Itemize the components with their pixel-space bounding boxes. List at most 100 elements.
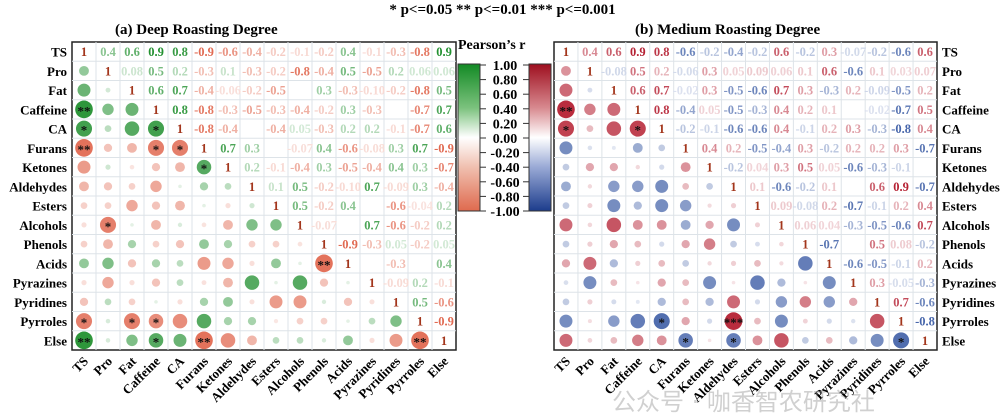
correlation-circle	[75, 120, 93, 137]
correlation-value: 0.2	[726, 141, 742, 155]
correlation-value: 0.3	[316, 161, 332, 175]
diagonal-value: 1	[587, 64, 593, 78]
correlation-value: 0.6	[436, 122, 452, 136]
correlation-value: -0.6	[891, 218, 911, 232]
correlation-value: -0.07	[840, 45, 866, 59]
correlation-circle	[706, 183, 713, 190]
correlation-circle	[124, 121, 140, 136]
row-label: Phenols	[942, 237, 985, 252]
correlation-circle	[726, 333, 741, 348]
correlation-value: 0.8	[172, 45, 188, 59]
correlation-value: -0.6	[434, 295, 454, 309]
correlation-circle	[657, 297, 666, 307]
correlation-value: 0.7	[917, 218, 933, 232]
correlation-value: -0.6	[915, 295, 935, 309]
correlation-circle	[81, 280, 87, 286]
correlation-value: 0.06	[794, 218, 816, 232]
correlation-circle	[587, 319, 592, 324]
row-label: Acids	[942, 256, 973, 271]
correlation-value: -0.7	[915, 180, 935, 194]
correlation-value: 0.7	[172, 84, 188, 98]
correlation-circle	[608, 180, 620, 193]
correlation-circle	[609, 239, 618, 249]
correlation-circle	[724, 312, 743, 330]
diagonal-value: 1	[922, 334, 928, 348]
correlation-circle	[202, 203, 206, 208]
correlation-circle	[561, 65, 571, 76]
legend-tick-label: 0.60	[493, 88, 518, 103]
correlation-circle	[104, 298, 112, 306]
correlation-circle	[79, 297, 89, 307]
correlation-circle	[247, 335, 257, 346]
correlation-circle	[609, 259, 618, 268]
correlation-value: -0.5	[867, 218, 887, 232]
correlation-value: 0.9	[148, 45, 164, 59]
correlation-circle	[151, 278, 161, 287]
correlation-value: -0.2	[795, 180, 815, 194]
correlation-circle	[656, 335, 667, 346]
correlation-value: -0.6	[891, 45, 911, 59]
correlation-circle	[246, 219, 258, 231]
significance-mark: *	[177, 142, 184, 157]
row-label: Pyrazines	[942, 276, 996, 291]
correlation-value: -0.3	[194, 64, 214, 78]
significance-mark: **	[318, 257, 331, 272]
correlation-value: -0.2	[700, 45, 720, 59]
correlation-circle	[682, 260, 690, 267]
correlation-circle	[587, 184, 593, 189]
correlation-circle	[755, 241, 760, 247]
legend-tick-label: 1.00	[493, 59, 518, 74]
row-label: Else	[942, 333, 965, 348]
diagonal-value: 1	[850, 276, 856, 290]
correlation-circle	[127, 142, 137, 153]
correlation-value: 0.08	[121, 64, 143, 78]
correlation-circle	[130, 223, 134, 227]
correlation-value: 0.3	[388, 141, 404, 155]
correlation-circle	[223, 219, 233, 230]
diagonal-value: 1	[345, 257, 351, 271]
correlation-value: -0.1	[266, 161, 286, 175]
correlation-circle	[730, 260, 737, 266]
correlation-circle	[105, 87, 111, 93]
correlation-value: -0.6	[843, 161, 863, 175]
correlation-value: -0.4	[218, 122, 239, 136]
correlation-circle	[151, 201, 161, 210]
correlation-circle	[680, 162, 691, 173]
row-label: Aldehydes	[9, 179, 67, 194]
correlation-circle	[197, 256, 211, 270]
correlation-value: 0.3	[340, 103, 356, 117]
row-label: Alcohols	[942, 218, 990, 233]
correlation-value: -0.02	[864, 103, 890, 117]
correlation-circle	[199, 239, 209, 250]
correlation-value: -0.5	[266, 84, 286, 98]
correlation-value: -0.3	[362, 103, 382, 117]
correlation-value: 0.4	[436, 257, 452, 271]
correlation-circle	[681, 316, 690, 326]
correlation-circle	[849, 336, 858, 345]
row-label: CA	[48, 122, 67, 137]
correlation-circle	[319, 278, 329, 287]
correlation-value: -0.9	[338, 238, 358, 252]
correlation-circle	[587, 203, 593, 209]
correlation-circle	[274, 280, 278, 285]
correlation-circle	[559, 141, 573, 155]
correlation-circle	[128, 298, 136, 306]
row-label: Acids	[36, 256, 67, 271]
correlation-value: 0.06	[409, 64, 431, 78]
correlation-value: -0.3	[386, 257, 406, 271]
correlation-circle	[851, 318, 856, 324]
correlation-value: 0.9	[630, 45, 646, 59]
correlation-circle	[557, 100, 575, 119]
correlation-value: -0.09	[864, 84, 890, 98]
correlation-circle	[607, 199, 621, 213]
correlation-circle	[79, 258, 89, 269]
correlation-value: 0.06	[433, 64, 455, 78]
correlation-value: -0.3	[819, 84, 839, 98]
correlation-value: 0.4	[917, 199, 933, 213]
row-label: Phenols	[24, 237, 67, 252]
correlation-value: 0.5	[917, 103, 933, 117]
correlation-circle	[632, 219, 643, 230]
correlation-circle	[147, 120, 165, 137]
